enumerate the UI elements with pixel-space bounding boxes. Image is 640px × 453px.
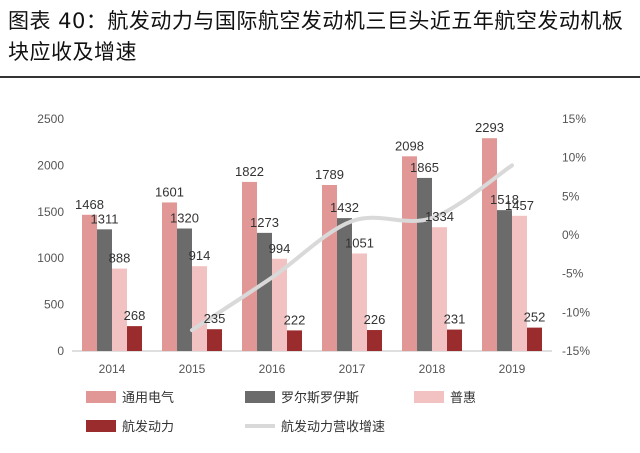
data-label: 252 [524, 310, 546, 325]
data-label: 1051 [345, 235, 374, 250]
x-tick-label: 2017 [339, 362, 366, 376]
bar-2 [337, 218, 352, 351]
bar-3 [272, 258, 287, 351]
y-tick-label: 0 [57, 344, 64, 358]
bar-4 [207, 329, 222, 351]
bar-3 [512, 215, 527, 351]
bar-4 [287, 330, 302, 351]
y2-tick-label: -10% [562, 305, 590, 319]
legend-label: 罗尔斯罗伊斯 [281, 391, 359, 406]
data-label: 268 [124, 308, 146, 323]
x-tick-label: 2016 [259, 362, 286, 376]
bar-4 [527, 327, 542, 351]
data-label: 1601 [155, 184, 184, 199]
chart-title: 图表 40：航发动力与国际航空发动机三巨头近五年航空发动机板块应收及增速 [8, 9, 624, 64]
bar-4 [367, 330, 382, 351]
data-label: 2293 [475, 120, 504, 135]
bar-2 [177, 228, 192, 351]
title-divider [0, 76, 640, 78]
growth-line [190, 163, 514, 333]
x-tick-label: 2018 [419, 362, 446, 376]
data-label: 1334 [425, 209, 454, 224]
y-tick-label: 1000 [37, 251, 64, 265]
bars-group [82, 138, 542, 351]
bar-1 [82, 214, 97, 351]
axes-group: 0 500 1000 1500 2000 2500 -15% -10% -5% 0% 5% 10% 15… [37, 112, 590, 376]
data-label: 1468 [75, 197, 104, 212]
y2-tick-label: -5% [562, 267, 584, 281]
x-tick-label: 2019 [499, 362, 526, 376]
legend-label: 航发动力营收增速 [281, 419, 385, 435]
bar-2 [417, 177, 432, 351]
y2-tick-label: 5% [562, 189, 580, 203]
legend-swatch [86, 391, 116, 403]
x-tick-label: 2015 [179, 362, 206, 376]
data-label: 1457 [505, 198, 534, 213]
bar-1 [402, 156, 417, 351]
data-label: 1320 [170, 211, 199, 226]
data-label: 914 [189, 248, 211, 263]
bar-1 [482, 138, 497, 351]
y2-tick-label: -15% [562, 344, 590, 358]
bar-1 [242, 181, 257, 351]
bar-3 [432, 227, 447, 351]
data-label: 1518 [490, 192, 519, 207]
data-label: 1311 [91, 211, 119, 226]
bar-4 [127, 326, 142, 351]
y-tick-label: 2000 [37, 158, 64, 172]
bar-4 [447, 329, 462, 351]
data-label: 222 [284, 312, 306, 327]
data-label: 235 [204, 311, 226, 326]
bar-2 [97, 229, 112, 351]
y2-tick-label: 0% [562, 228, 580, 242]
legend-swatch [245, 391, 275, 403]
bar-3 [192, 266, 207, 351]
bar-1 [162, 202, 177, 351]
data-label: 1273 [250, 215, 279, 230]
bar-1 [322, 184, 337, 351]
x-tick-label: 2014 [99, 362, 126, 376]
legend-label: 通用电气 [122, 390, 174, 406]
data-label: 1432 [330, 200, 359, 215]
bar-2 [257, 232, 272, 351]
y2-tick-label: 15% [562, 112, 586, 126]
data-label: 226 [364, 312, 386, 327]
legend-label: 航发动力 [122, 419, 174, 435]
y2-tick-label: 10% [562, 151, 586, 165]
y-tick-label: 500 [44, 298, 64, 312]
data-label: 1789 [315, 167, 344, 182]
data-label: 2098 [395, 138, 424, 153]
data-label: 1822 [235, 164, 264, 179]
growth-line-group [190, 163, 514, 333]
legend-label: 普惠 [450, 391, 476, 406]
data-label: 231 [444, 312, 466, 327]
data-label: 994 [269, 241, 291, 256]
legend-swatch [86, 420, 116, 432]
data-label: 888 [109, 251, 131, 266]
bar-2 [497, 210, 512, 351]
y-tick-label: 1500 [37, 205, 64, 219]
bar-3 [112, 268, 127, 351]
bar-3 [352, 253, 367, 351]
legend-swatch [414, 391, 444, 403]
data-label: 1865 [410, 160, 439, 175]
y-tick-label: 2500 [37, 112, 64, 126]
